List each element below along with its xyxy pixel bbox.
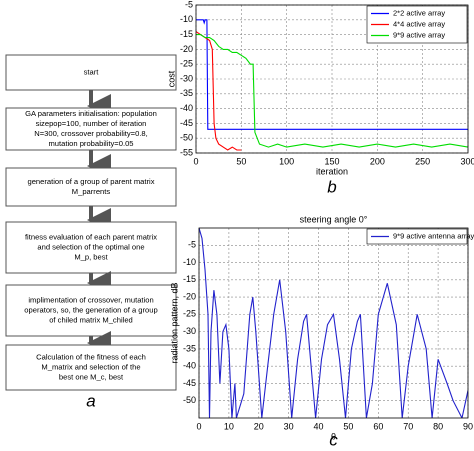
flow-text: best one M_c, best <box>59 373 124 382</box>
x-tick-label: 0 <box>196 421 201 431</box>
flow-box <box>5 344 177 391</box>
chart: 0 50 100 150 200 250 300 -55 -50 -45 -40 -35 -30 -25 -… <box>166 0 474 196</box>
y-tick-label: -30 <box>180 73 193 83</box>
x-tick-label: 10 <box>224 421 234 431</box>
flow-text: generation of a group of parent matrix <box>27 177 154 186</box>
legend-box <box>366 228 468 245</box>
plot-frame <box>198 227 469 419</box>
y-tick-label: -20 <box>180 44 193 54</box>
panel-label: a <box>86 391 95 410</box>
flow-text: and selection of the optimal one <box>37 243 144 252</box>
x-tick-label: 200 <box>370 156 385 166</box>
x-tick-label: 30 <box>284 421 294 431</box>
y-tick-label: -25 <box>180 59 193 69</box>
flow-text: mutation probability=0.05 <box>48 139 133 148</box>
y-tick-label: -5 <box>188 240 196 250</box>
legend-label: 9*9 active antenna array <box>393 231 474 240</box>
flow-box <box>5 107 177 151</box>
y-tick-label: -15 <box>183 274 196 284</box>
y-tick-label: -50 <box>180 133 193 143</box>
y-tick-label: -35 <box>183 343 196 353</box>
y-tick-label: -5 <box>185 0 193 9</box>
y-tick-label: -45 <box>180 118 193 128</box>
legend-label: 2*2 active array <box>393 8 445 17</box>
series-line <box>196 19 468 130</box>
chart: 0 10 20 30 40 50 60 70 80 90 -50 -45 -40 -35 -30 -25 -20… <box>169 214 474 449</box>
legend-label: 9*9 active array <box>393 30 445 39</box>
plot-frame <box>195 4 469 154</box>
x-tick-label: 250 <box>415 156 430 166</box>
flow-box <box>5 167 177 207</box>
y-tick-label: -10 <box>183 257 196 267</box>
flow-text: M_matrix and selection of the <box>41 363 140 372</box>
y-tick-label: -40 <box>183 361 196 371</box>
flow-text: M_p, best <box>74 253 108 262</box>
y-tick-label: -45 <box>183 378 196 388</box>
flow-text: GA parameters initialisation: population <box>25 109 157 118</box>
x-tick-label: 40 <box>314 421 324 431</box>
flow-text: of chiled matrix M_chiled <box>49 316 133 325</box>
x-tick-label: 300 <box>460 156 474 166</box>
y-tick-label: -20 <box>183 291 196 301</box>
y-tick-label: -50 <box>183 395 196 405</box>
flow-text: Calculation of the fitness of each <box>36 353 146 362</box>
plot-area <box>199 228 468 418</box>
flow-text: sizepop=100, number of iteration <box>36 119 147 128</box>
x-tick-label: 60 <box>373 421 383 431</box>
panel-label: c <box>329 430 338 449</box>
x-tick-label: 50 <box>343 421 353 431</box>
flow-text: operators, so, the generation of a group <box>24 306 157 315</box>
x-tick-label: 50 <box>236 156 246 166</box>
series-line <box>196 34 468 148</box>
x-axis-label: iteration <box>316 166 348 176</box>
flow-text: N=300, crossover probability=0.8, <box>34 129 148 138</box>
flow-text: implimentation of crossover, mutation <box>28 296 153 305</box>
y-tick-label: -40 <box>180 103 193 113</box>
y-tick-label: -35 <box>180 88 193 98</box>
y-axis-label: radiation pattern, dB <box>169 282 179 363</box>
y-tick-label: -15 <box>180 29 193 39</box>
series-line <box>199 228 468 418</box>
x-tick-label: 0 <box>193 156 198 166</box>
x-tick-label: 80 <box>433 421 443 431</box>
x-tick-label: 150 <box>324 156 339 166</box>
legend-label: 4*4 active array <box>393 19 445 28</box>
flow-text: M_parrents <box>72 187 111 196</box>
chart-title: steering angle 0° <box>300 214 368 224</box>
y-tick-label: -55 <box>180 147 193 157</box>
y-tick-label: -10 <box>180 14 193 24</box>
y-tick-label: -30 <box>183 326 196 336</box>
x-tick-label: 100 <box>279 156 294 166</box>
x-tick-label: 20 <box>254 421 264 431</box>
x-axis-label: θ <box>331 431 336 441</box>
x-tick-label: 70 <box>403 421 413 431</box>
y-axis-label: cost <box>166 70 176 87</box>
flow-text: fitness evaluation of each parent matrix <box>25 233 157 242</box>
flow-box <box>5 284 177 337</box>
y-tick-label: -25 <box>183 309 196 319</box>
flow-box <box>5 54 177 91</box>
panel-label: b <box>327 177 336 196</box>
flow-text: start <box>84 68 100 77</box>
flowchart: start GA parameters initialisation: popul… <box>5 54 177 391</box>
x-tick-label: 90 <box>463 421 473 431</box>
